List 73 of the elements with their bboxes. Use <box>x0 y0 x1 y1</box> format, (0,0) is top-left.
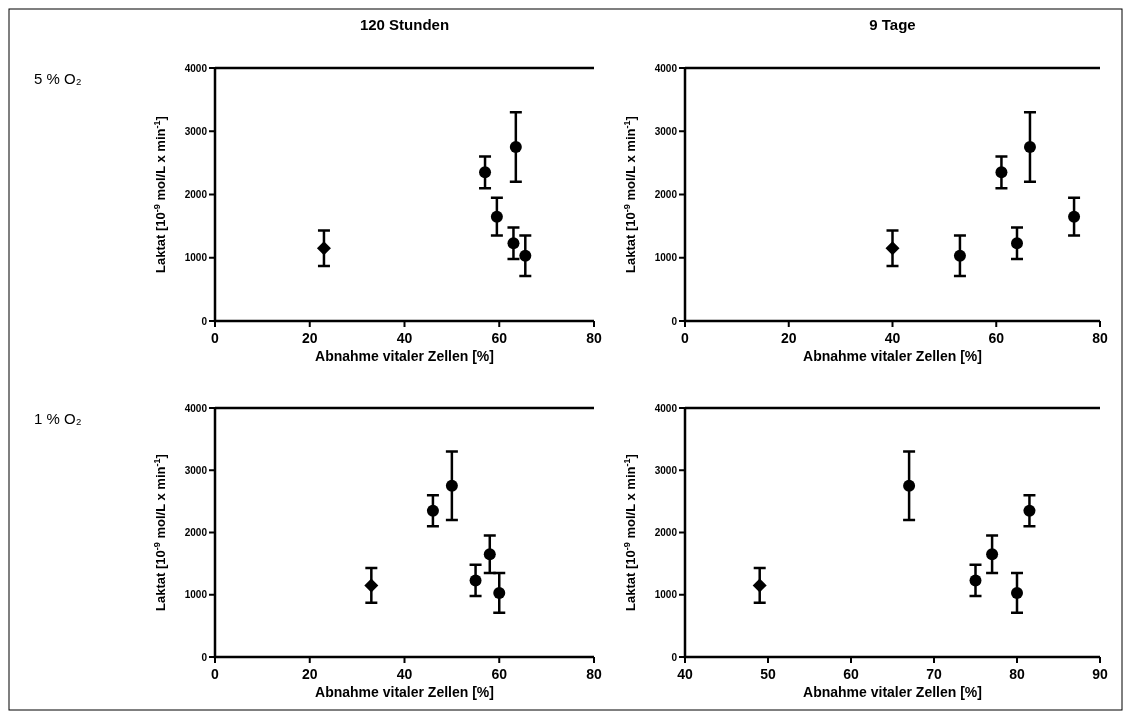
y-tick-label: 4000 <box>184 62 208 74</box>
x-tick-label: 40 <box>396 330 413 346</box>
x-tick-label: 80 <box>1009 666 1025 682</box>
x-axis-title: Abnahme vitaler Zellen [%] <box>315 348 494 364</box>
y-tick-label: 1000 <box>654 252 678 264</box>
point <box>1068 210 1081 223</box>
y-tick-label: 3000 <box>654 464 678 476</box>
point <box>1011 237 1023 250</box>
point <box>479 166 492 179</box>
x-tick-label: 90 <box>1092 666 1108 682</box>
point <box>752 578 767 593</box>
chart-title: 9 Tage <box>869 16 916 33</box>
x-tick-label: 50 <box>760 666 776 682</box>
point <box>969 574 982 587</box>
point <box>1023 141 1036 154</box>
y-tick-label: 2000 <box>654 189 678 200</box>
x-tick-label: 40 <box>677 666 693 682</box>
x-tick-label: 60 <box>988 330 1005 346</box>
y-tick-label: 2000 <box>184 189 208 200</box>
x-axis-title: Abnahme vitaler Zellen [%] <box>803 348 982 364</box>
x-tick-label: 20 <box>301 330 318 346</box>
x-tick-label: 80 <box>1092 330 1108 346</box>
y-tick-label: 0 <box>671 651 678 663</box>
text: 5 % O₂ <box>34 70 82 87</box>
x-tick-label: 60 <box>491 330 508 346</box>
y-tick-label: 0 <box>671 315 678 327</box>
point <box>483 548 496 561</box>
y-tick-label: 4000 <box>654 402 678 414</box>
point <box>1011 586 1023 599</box>
x-axis-title: Abnahme vitaler Zellen [%] <box>803 684 982 700</box>
point <box>995 166 1008 179</box>
point <box>445 479 458 492</box>
y-tick-label: 2000 <box>184 527 208 538</box>
point <box>469 574 482 587</box>
x-tick-label: 0 <box>681 330 690 346</box>
x-tick-label: 20 <box>780 330 797 346</box>
x-tick-label: 0 <box>211 666 220 682</box>
y-tick-label: 3000 <box>654 125 678 137</box>
point <box>986 548 999 561</box>
point <box>509 141 522 154</box>
point <box>364 578 379 593</box>
y-tick-label: 2000 <box>654 527 678 538</box>
y-tick-label: 0 <box>201 315 208 327</box>
x-tick-label: 20 <box>301 666 318 682</box>
point <box>426 504 439 517</box>
point <box>519 249 532 262</box>
x-tick-label: 80 <box>586 330 602 346</box>
x-tick-label: 60 <box>843 666 859 682</box>
point <box>316 241 331 256</box>
y-tick-label: 4000 <box>184 402 208 414</box>
x-tick-label: 40 <box>396 666 413 682</box>
y-tick-label: 1000 <box>654 589 678 601</box>
y-tick-label: 3000 <box>184 125 208 137</box>
point <box>490 210 503 223</box>
x-tick-label: 0 <box>211 330 220 346</box>
point <box>493 586 506 599</box>
text: 1 % O₂ <box>34 410 82 427</box>
y-tick-label: 3000 <box>184 464 208 476</box>
point <box>507 237 520 250</box>
point <box>953 249 966 262</box>
chart-title: 120 Stunden <box>359 16 450 33</box>
y-tick-label: 1000 <box>184 589 208 601</box>
x-tick-label: 80 <box>586 666 602 682</box>
point <box>885 241 900 256</box>
point <box>1023 504 1036 517</box>
y-tick-label: 0 <box>201 651 208 663</box>
x-tick-label: 70 <box>926 666 942 682</box>
y-tick-label: 4000 <box>654 62 678 74</box>
x-tick-label: 40 <box>884 330 901 346</box>
x-tick-label: 60 <box>491 666 508 682</box>
x-axis-title: Abnahme vitaler Zellen [%] <box>315 684 494 700</box>
point <box>903 479 916 492</box>
y-tick-label: 1000 <box>184 252 208 264</box>
